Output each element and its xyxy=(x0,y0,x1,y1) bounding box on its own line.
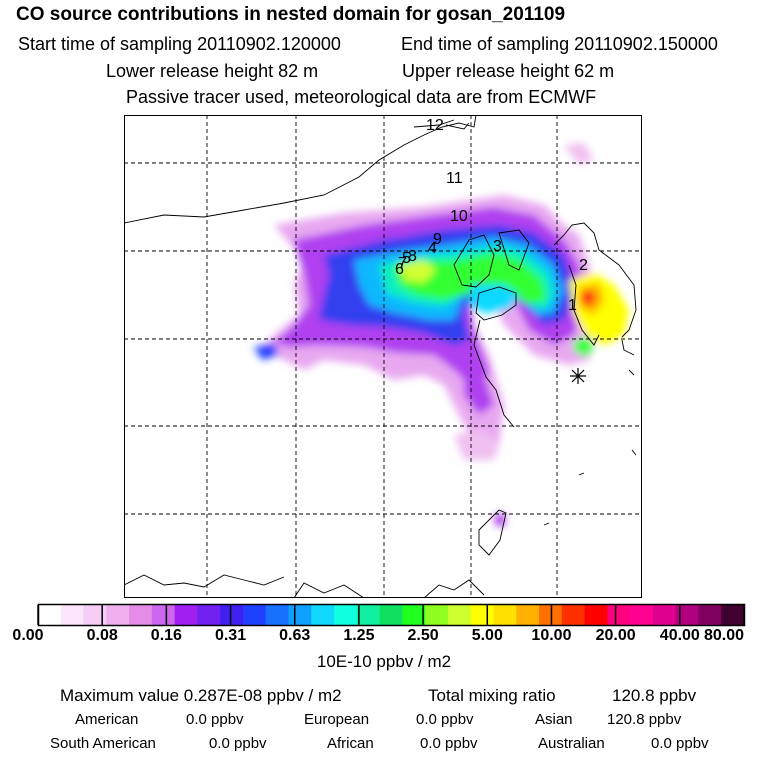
south-american-value: 0.0 ppbv xyxy=(209,735,267,752)
colorbar-cell xyxy=(151,605,176,625)
source-map: 1 2 3 4 5 6 7 8 9 10 11 12 xyxy=(124,115,642,598)
american-label: American xyxy=(75,711,139,728)
colorbar-cells xyxy=(38,605,745,625)
european-value: 0.0 ppbv xyxy=(416,711,474,728)
south-american-label: South American xyxy=(50,735,156,752)
coastlines xyxy=(124,115,637,598)
colorbar-tick-label: 0.08 xyxy=(86,627,118,644)
total-mixing-label: Total mixing ratio xyxy=(428,686,556,705)
colorbar-tick-label: 10.00 xyxy=(531,627,572,644)
lat-lon-grid xyxy=(124,115,642,598)
label-1: 1 xyxy=(568,297,577,314)
page-title: CO source contributions in nested domain… xyxy=(16,4,566,25)
total-mixing-value: 120.8 ppbv xyxy=(612,686,697,705)
colorbar-cell xyxy=(675,605,699,625)
colorbar-cell xyxy=(356,605,381,625)
colorbar-cell xyxy=(311,605,335,625)
colorbar-cell xyxy=(561,605,586,625)
colorbar-cell xyxy=(425,605,449,625)
colorbar-cell xyxy=(288,605,312,625)
tracer-note: Passive tracer used, meteorological data… xyxy=(126,87,597,107)
african-label: African xyxy=(327,735,374,752)
colorbar-cell xyxy=(607,605,631,625)
colorbar-cell xyxy=(129,605,153,625)
colorbar-tick-label: 1.25 xyxy=(343,627,375,644)
colorbar-tick-label: 80.00 xyxy=(703,627,745,644)
trajectory-labels: 1 2 3 4 5 6 7 8 9 10 11 12 xyxy=(395,117,588,314)
colorbar-tick-label: 0.00 xyxy=(12,627,44,644)
colorbar-tick-label: 0.63 xyxy=(279,627,311,644)
colorbar-tick-label: 2.50 xyxy=(407,627,439,644)
australian-value: 0.0 ppbv xyxy=(651,735,709,752)
colorbar-cell xyxy=(379,605,403,625)
colorbar-tick-label: 0.16 xyxy=(150,627,182,644)
colorbar-cell xyxy=(721,605,745,625)
american-value: 0.0 ppbv xyxy=(186,711,244,728)
colorbar-cell xyxy=(242,605,267,625)
label-9: 9 xyxy=(433,231,442,248)
european-label: European xyxy=(304,711,370,728)
label-12: 12 xyxy=(426,117,444,134)
label-5: 5 xyxy=(402,250,411,267)
colorbar-cell xyxy=(38,605,62,625)
colorbar-cell xyxy=(584,605,608,625)
colorbar-cell xyxy=(630,605,654,625)
colorbar-tick-label: 20.00 xyxy=(595,627,636,644)
asterisk-icon xyxy=(570,368,586,384)
colorbar-cell xyxy=(265,605,290,625)
colorbar-cell xyxy=(106,605,130,625)
end-time-label: End time of sampling 20110902.150000 xyxy=(401,34,718,54)
australian-label: Australian xyxy=(538,735,605,752)
label-10: 10 xyxy=(450,208,468,225)
colorbar-cell xyxy=(539,605,563,625)
lower-release-label: Lower release height 82 m xyxy=(106,61,319,81)
label-6: 6 xyxy=(395,261,404,278)
colorbar-cell xyxy=(334,605,358,625)
colorbar-cell xyxy=(83,605,107,625)
label-2: 2 xyxy=(579,257,588,274)
label-11: 11 xyxy=(446,170,463,187)
colorbar-cell xyxy=(60,605,85,625)
colorbar-cell xyxy=(470,605,494,625)
colorbar-cell xyxy=(402,605,426,625)
colorbar-cell xyxy=(197,605,221,625)
colorbar-cell xyxy=(516,605,540,625)
colorbar-tick-label: 40.00 xyxy=(659,627,700,644)
label-4: 4 xyxy=(428,240,437,257)
asian-label: Asian xyxy=(535,711,573,728)
colorbar-cell xyxy=(174,605,198,625)
colorbar-tick-label: 5.00 xyxy=(471,627,503,644)
max-value-label: Maximum value 0.287E-08 ppbv / m2 xyxy=(60,686,342,705)
label-8: 8 xyxy=(408,248,417,265)
colorbar-cell xyxy=(493,605,517,625)
label-3: 3 xyxy=(493,238,502,255)
asian-value: 120.8 ppbv xyxy=(607,711,682,728)
african-value: 0.0 ppbv xyxy=(420,735,478,752)
label-7: 7 xyxy=(398,255,407,272)
colorbar-tick-label: 0.31 xyxy=(214,627,247,644)
map-panel: 1 2 3 4 5 6 7 8 9 10 11 12 xyxy=(124,115,642,598)
concentration-field xyxy=(254,143,629,527)
colorbar-cell xyxy=(220,605,244,625)
colorbar-cell xyxy=(698,605,722,625)
colorbar-cell xyxy=(652,605,677,625)
colorbar-units: 10E-10 ppbv / m2 xyxy=(316,652,452,671)
upper-release-label: Upper release height 62 m xyxy=(402,61,615,81)
colorbar-cell xyxy=(447,605,472,625)
start-time-label: Start time of sampling 20110902.120000 xyxy=(18,34,341,54)
